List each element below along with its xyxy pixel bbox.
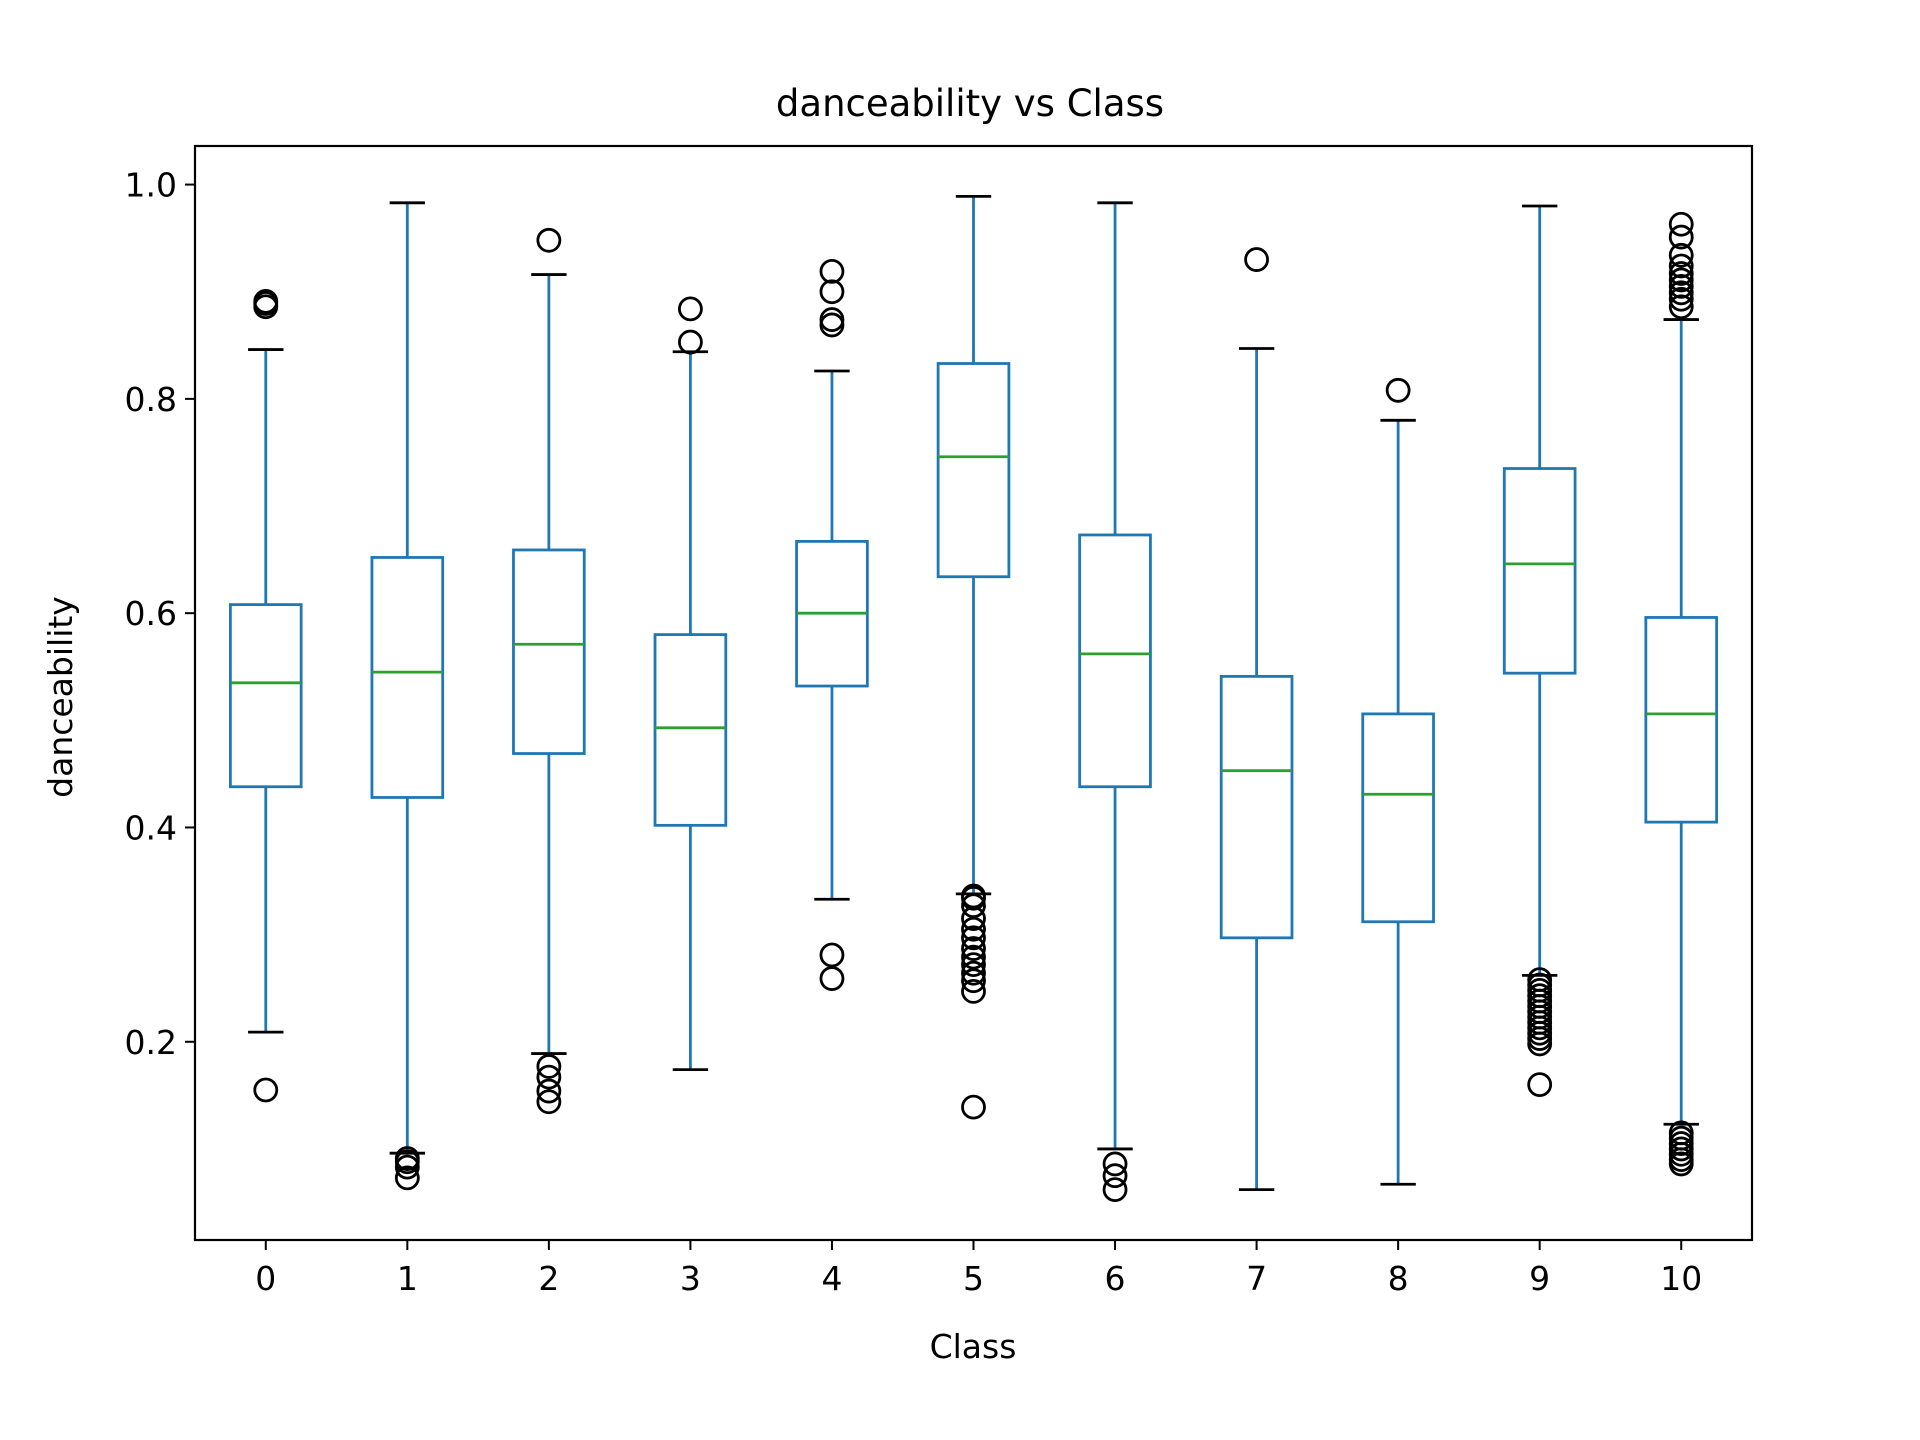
outlier-point bbox=[819, 966, 845, 991]
x-axis-label: Class bbox=[930, 1327, 1017, 1366]
y-tick-label: 0.8 bbox=[125, 380, 177, 419]
outlier-point bbox=[1385, 377, 1411, 403]
outlier-point bbox=[253, 1077, 279, 1103]
outlier-point bbox=[1668, 261, 1694, 286]
outlier-point bbox=[961, 944, 986, 970]
outlier-point bbox=[961, 936, 986, 961]
box-iqr bbox=[653, 633, 728, 827]
x-tick-label: 9 bbox=[1529, 1259, 1550, 1298]
y-tick-label: 0.4 bbox=[125, 808, 177, 847]
outlier-point bbox=[536, 1064, 562, 1090]
box-group-class-0 bbox=[228, 288, 303, 1103]
outlier-point bbox=[961, 968, 986, 994]
outlier-point bbox=[678, 296, 703, 322]
box-iqr bbox=[1219, 674, 1294, 940]
x-tick-label: 3 bbox=[680, 1259, 701, 1298]
box-iqr bbox=[1644, 616, 1719, 824]
box-group-class-3 bbox=[653, 296, 728, 1072]
outlier-point bbox=[1668, 267, 1694, 293]
x-tick-label: 2 bbox=[538, 1259, 559, 1298]
box-group-class-1 bbox=[370, 201, 445, 1191]
y-tick-label: 1.0 bbox=[125, 166, 177, 205]
box-group-class-8 bbox=[1361, 377, 1435, 1186]
box-group-class-4 bbox=[795, 258, 869, 991]
outlier-point bbox=[819, 307, 845, 332]
outlier-point bbox=[819, 279, 845, 305]
box-group-class-9 bbox=[1502, 204, 1577, 1098]
y-tick-label: 0.2 bbox=[125, 1023, 177, 1062]
box-group-class-10 bbox=[1644, 211, 1719, 1177]
box-iqr bbox=[1502, 467, 1577, 675]
outlier-point bbox=[1668, 253, 1694, 279]
outlier-point bbox=[1668, 1120, 1694, 1146]
outlier-point bbox=[819, 942, 845, 968]
outlier-point bbox=[1668, 286, 1694, 312]
box-group-class-6 bbox=[1078, 201, 1152, 1203]
box-iqr bbox=[228, 603, 303, 789]
outlier-point bbox=[1102, 1163, 1128, 1189]
box-iqr bbox=[512, 548, 586, 755]
y-axis-label: danceability bbox=[41, 596, 80, 798]
x-tick-label: 0 bbox=[255, 1259, 276, 1298]
x-tick-label: 8 bbox=[1388, 1259, 1409, 1298]
outlier-point bbox=[1527, 967, 1553, 993]
outlier-point bbox=[678, 329, 703, 355]
outlier-point bbox=[1668, 294, 1694, 320]
outlier-point bbox=[1527, 1072, 1553, 1098]
outlier-point bbox=[961, 1094, 986, 1120]
outlier-point bbox=[394, 1165, 420, 1191]
x-tick-label: 1 bbox=[397, 1259, 418, 1298]
outlier-point bbox=[253, 288, 279, 314]
outlier-point bbox=[1668, 211, 1694, 237]
outlier-point bbox=[1102, 1177, 1128, 1203]
outlier-point bbox=[536, 1089, 562, 1115]
outlier-point bbox=[1668, 224, 1694, 250]
x-tick-label: 10 bbox=[1660, 1259, 1702, 1298]
outlier-point bbox=[536, 1078, 562, 1104]
outlier-point bbox=[1668, 242, 1694, 268]
y-tick-label: 0.6 bbox=[125, 594, 177, 633]
outlier-point bbox=[536, 1054, 562, 1079]
plot-area: 0 1 2 3 4 5 6 7 8 9 10 0.2 0.4 0.6 0.8 1.0 bbox=[125, 166, 1719, 1298]
outlier-point bbox=[819, 258, 845, 284]
outlier-point bbox=[1244, 247, 1269, 272]
outlier-point bbox=[1668, 273, 1694, 299]
box-iqr bbox=[1078, 533, 1152, 789]
box-group-class-7 bbox=[1219, 247, 1294, 1192]
chart-title: danceability vs Class bbox=[776, 82, 1164, 125]
outlier-point bbox=[961, 979, 986, 1004]
outlier-point bbox=[394, 1146, 420, 1171]
axes-frame bbox=[193, 144, 1754, 1242]
box-iqr bbox=[370, 556, 445, 799]
outlier-point bbox=[961, 960, 986, 986]
outlier-point bbox=[961, 925, 986, 951]
outlier-point bbox=[961, 952, 986, 978]
outlier-point bbox=[536, 227, 562, 253]
x-tick-label: 6 bbox=[1105, 1259, 1126, 1298]
outlier-point bbox=[961, 883, 986, 909]
x-tick-label: 7 bbox=[1246, 1259, 1267, 1298]
outlier-point bbox=[1668, 280, 1694, 306]
box-iqr bbox=[936, 362, 1011, 579]
box-iqr bbox=[1361, 712, 1435, 924]
outlier-point bbox=[1102, 1151, 1128, 1177]
box-group-class-5 bbox=[936, 194, 1011, 1120]
x-tick-label: 5 bbox=[963, 1259, 984, 1298]
outlier-point bbox=[961, 893, 986, 919]
x-tick-label: 4 bbox=[821, 1259, 842, 1298]
box-group-class-2 bbox=[512, 227, 586, 1115]
outlier-point bbox=[961, 916, 986, 942]
